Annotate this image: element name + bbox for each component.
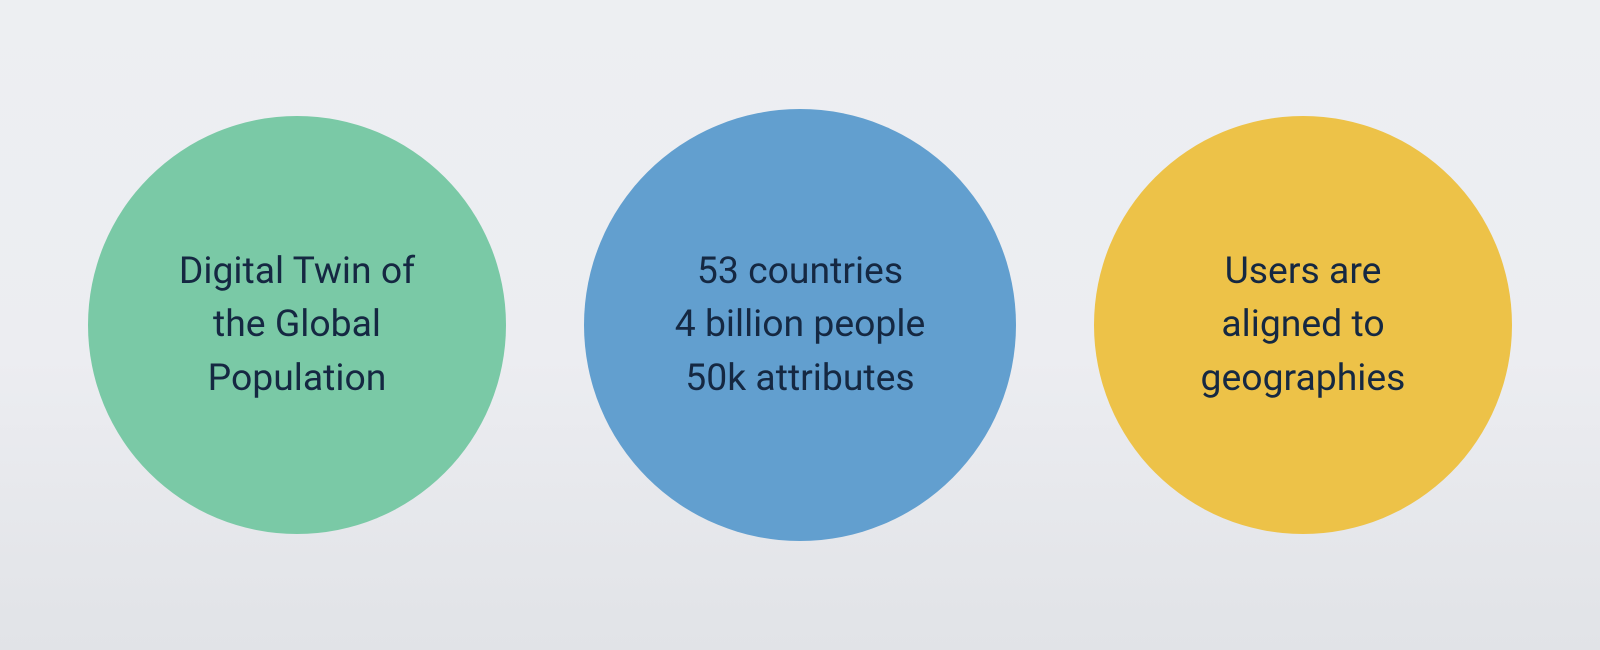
circle-line: Users are (1225, 245, 1382, 298)
circle-line: 50k attributes (685, 352, 914, 405)
circle-line: geographies (1201, 352, 1406, 405)
circle-line: Population (208, 352, 387, 405)
circle-line: 53 countries (697, 245, 903, 298)
circle-row: Digital Twin of the Global Population 53… (88, 109, 1512, 541)
circle-line: the Global (213, 298, 381, 351)
circle-line: aligned to (1221, 298, 1384, 351)
circle-line: 4 billion people (675, 298, 926, 351)
circle-digital-twin: Digital Twin of the Global Population (88, 116, 506, 534)
circle-stats: 53 countries 4 billion people 50k attrib… (584, 109, 1016, 541)
circle-users-geo: Users are aligned to geographies (1094, 116, 1512, 534)
circle-line: Digital Twin of (179, 245, 415, 298)
